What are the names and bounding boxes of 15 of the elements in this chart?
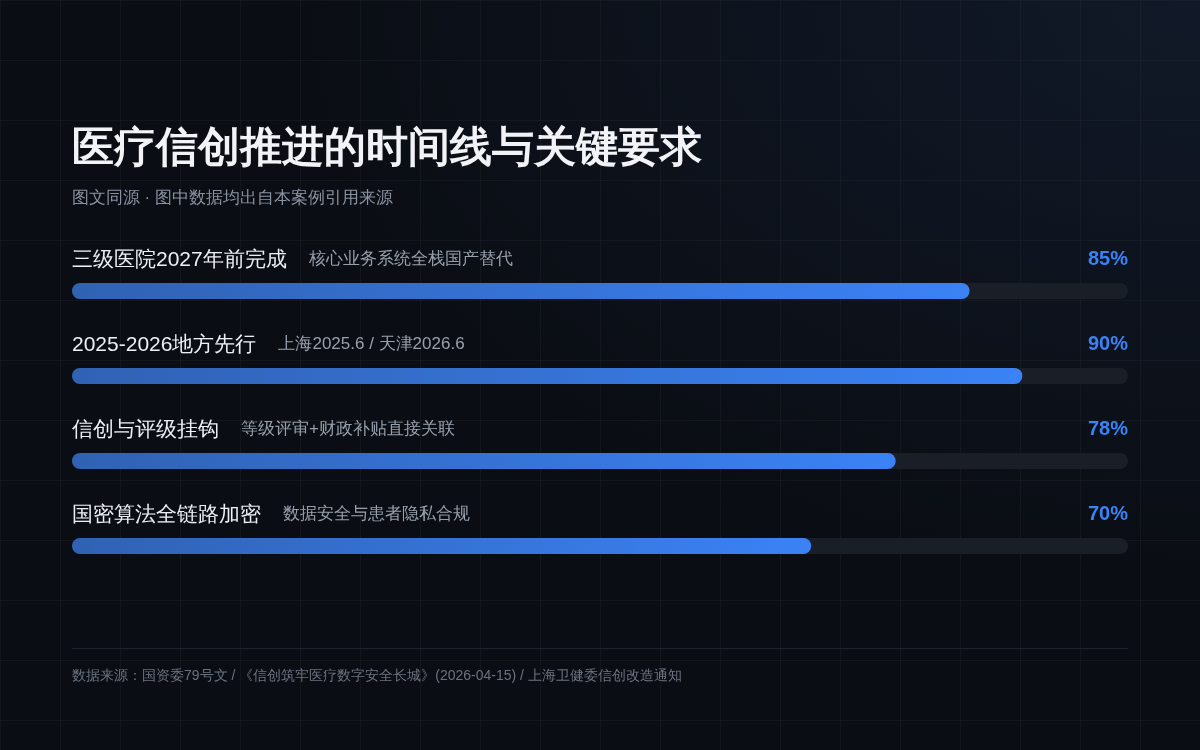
chart-subtitle: 图文同源 · 图中数据均出自本案例引用来源 bbox=[72, 187, 393, 208]
annotation: 核心业务系统全栈国产替代 bbox=[308, 248, 513, 270]
y-tick-label: 2025-2026地方先行 bbox=[72, 330, 257, 357]
data-label: 78% bbox=[1087, 417, 1128, 440]
y-tick-label: 国密算法全链路加密 bbox=[72, 500, 261, 527]
data-label: 70% bbox=[1087, 502, 1128, 525]
data-label: 90% bbox=[1087, 332, 1128, 355]
chart-title: 医疗信创推进的时间线与关键要求 bbox=[72, 122, 702, 172]
annotation: 上海2025.6 / 天津2026.6 bbox=[278, 333, 465, 355]
data-label: 85% bbox=[1087, 247, 1128, 270]
annotation: 等级评审+财政补贴直接关联 bbox=[241, 418, 455, 440]
y-tick-label: 三级医院2027年前完成 bbox=[72, 245, 287, 272]
source-note: 数据来源：国资委79号文 / 《信创筑牢医疗数字安全长城》(2026-04-15) / 上海卫健委信创改造通知 bbox=[72, 666, 683, 685]
annotation: 数据安全与患者隐私合规 bbox=[283, 503, 470, 525]
y-tick-label: 信创与评级挂钩 bbox=[72, 415, 219, 442]
